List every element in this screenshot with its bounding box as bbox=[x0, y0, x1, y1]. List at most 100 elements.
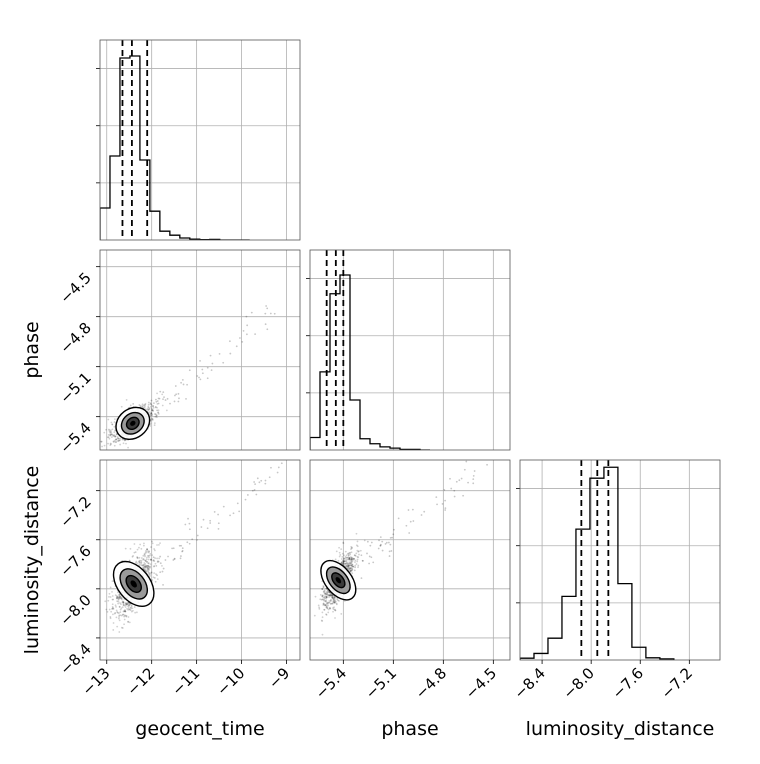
contour-phase-vs-luminosity_distance-sample bbox=[343, 560, 346, 563]
contour-geocent_time-vs-luminosity_distance-sample bbox=[138, 546, 140, 549]
contour-geocent_time-vs-phase-sample bbox=[113, 439, 116, 442]
contour-phase-vs-luminosity_distance-sample bbox=[324, 603, 327, 606]
contour-phase-vs-luminosity_distance-sample bbox=[332, 610, 334, 613]
contour-phase-vs-luminosity_distance-sample bbox=[345, 564, 347, 567]
contour-phase-vs-luminosity_distance-sample bbox=[331, 595, 334, 598]
contour-phase-vs-luminosity_distance-sample bbox=[334, 601, 336, 604]
contour-geocent_time-vs-luminosity_distance-sample bbox=[136, 557, 139, 559]
contour-geocent_time-vs-luminosity_distance-sample bbox=[150, 559, 152, 561]
contour-phase-vs-luminosity_distance-sample bbox=[349, 569, 352, 572]
contour-geocent_time-vs-luminosity_distance-sample bbox=[154, 562, 157, 565]
contour-geocent_time-vs-phase-sample bbox=[157, 411, 160, 414]
contour-geocent_time-vs-luminosity_distance-tail-sample bbox=[209, 522, 212, 524]
contour-geocent_time-vs-phase-sample bbox=[157, 413, 160, 415]
contour-phase-vs-luminosity_distance-sample bbox=[349, 562, 352, 564]
contour-geocent_time-vs-luminosity_distance-tail-sample bbox=[155, 564, 158, 567]
contour-geocent_time-vs-luminosity_distance-tail-sample bbox=[260, 479, 263, 482]
hist-phase-step-line bbox=[310, 274, 430, 450]
contour-geocent_time-vs-luminosity_distance-tail-sample bbox=[184, 523, 187, 526]
contour-phase-vs-luminosity_distance-sample bbox=[341, 552, 344, 555]
contour-geocent_time-vs-luminosity_distance-sample bbox=[122, 601, 125, 604]
contour-geocent_time-vs-luminosity_distance-sample bbox=[122, 600, 124, 603]
contour-phase-vs-luminosity_distance-sample bbox=[325, 591, 328, 593]
hist-phase-group bbox=[310, 250, 430, 450]
contour-geocent_time-vs-luminosity_distance-sample bbox=[117, 612, 120, 615]
contour-phase-vs-luminosity_distance-sample bbox=[349, 562, 352, 565]
contour-geocent_time-vs-luminosity_distance-sample bbox=[147, 551, 150, 554]
contour-phase-vs-luminosity_distance-sample bbox=[329, 593, 332, 596]
contour-geocent_time-vs-phase-sample bbox=[127, 446, 129, 449]
contour-phase-vs-luminosity_distance-sample bbox=[340, 548, 343, 550]
contour-phase-vs-luminosity_distance-sample bbox=[337, 559, 340, 562]
contour-phase-vs-luminosity_distance-sample bbox=[321, 633, 324, 636]
contour-phase-vs-luminosity_distance-sample bbox=[318, 607, 321, 610]
contour-phase-vs-luminosity_distance-sample bbox=[329, 593, 332, 596]
contour-geocent_time-vs-luminosity_distance-sample bbox=[124, 610, 127, 613]
contour-phase-vs-luminosity_distance-sample bbox=[317, 604, 320, 607]
contour-geocent_time-vs-phase-tail-sample bbox=[151, 418, 154, 420]
xtick-label-phase-0: −5.4 bbox=[312, 664, 350, 702]
contour-phase-vs-luminosity_distance-sample bbox=[333, 596, 336, 599]
contour-geocent_time-vs-phase-tail-sample bbox=[229, 352, 232, 355]
contour-geocent_time-vs-luminosity_distance-sample bbox=[121, 613, 124, 616]
contour-geocent_time-vs-luminosity_distance-sample bbox=[125, 615, 128, 618]
contour-phase-vs-luminosity_distance-tail-sample bbox=[360, 554, 363, 557]
contour-geocent_time-vs-luminosity_distance-sample bbox=[125, 602, 128, 605]
contour-phase-vs-luminosity_distance-sample bbox=[348, 558, 351, 561]
contour-geocent_time-vs-phase-tail-sample bbox=[188, 369, 191, 372]
contour-phase-vs-luminosity_distance-sample bbox=[351, 569, 353, 572]
contour-phase-vs-luminosity_distance-tail-sample bbox=[472, 475, 475, 477]
contour-phase-vs-luminosity_distance-tail-sample bbox=[453, 489, 456, 492]
contour-geocent_time-vs-luminosity_distance-tail-sample bbox=[217, 513, 220, 516]
contour-geocent_time-vs-phase-sample bbox=[110, 443, 112, 446]
ylabel-luminosity_distance: luminosity_distance bbox=[21, 466, 43, 655]
contour-phase-vs-luminosity_distance-sample bbox=[321, 588, 324, 591]
contour-geocent_time-vs-luminosity_distance-sample bbox=[128, 621, 131, 624]
contour-geocent_time-vs-phase-sample bbox=[147, 408, 150, 411]
contour-phase-vs-luminosity_distance-sample bbox=[350, 558, 353, 561]
contour-phase-vs-luminosity_distance-tail-sample bbox=[372, 561, 375, 564]
contour-geocent_time-vs-luminosity_distance-sample bbox=[142, 566, 144, 569]
contour-geocent_time-vs-luminosity_distance-sample bbox=[150, 571, 153, 574]
contour-phase-vs-luminosity_distance-sample bbox=[326, 602, 329, 605]
contour-geocent_time-vs-phase-sample bbox=[114, 435, 116, 438]
contour-phase-vs-luminosity_distance-tail-sample bbox=[412, 520, 415, 522]
contour-phase-vs-luminosity_distance-sample bbox=[333, 606, 335, 609]
contour-geocent_time-vs-luminosity_distance-sample bbox=[130, 607, 132, 609]
contour-geocent_time-vs-luminosity_distance-sample bbox=[108, 608, 111, 611]
contour-geocent_time-vs-luminosity_distance-tail-sample bbox=[264, 479, 267, 482]
contour-geocent_time-vs-phase-tail-sample bbox=[210, 369, 213, 372]
contour-phase-vs-luminosity_distance-sample bbox=[344, 560, 347, 562]
contour-geocent_time-vs-luminosity_distance-sample bbox=[148, 566, 150, 568]
contour-phase-vs-luminosity_distance-sample bbox=[343, 560, 345, 563]
contour-phase-vs-luminosity_distance-sample bbox=[323, 596, 326, 599]
contour-phase-vs-luminosity_distance-sample bbox=[345, 558, 348, 561]
contour-geocent_time-vs-phase-sample bbox=[150, 407, 153, 410]
contour-geocent_time-vs-luminosity_distance-sample bbox=[146, 556, 148, 559]
contour-geocent_time-vs-phase-sample bbox=[156, 403, 159, 405]
contour-phase-vs-luminosity_distance-sample bbox=[321, 595, 324, 598]
contour-geocent_time-vs-luminosity_distance-sample bbox=[127, 620, 130, 623]
contour-phase-vs-luminosity_distance-sample bbox=[354, 555, 357, 557]
contour-geocent_time-vs-phase-sample bbox=[117, 440, 119, 442]
contour-geocent_time-vs-luminosity_distance-tail-sample bbox=[236, 502, 239, 505]
contour-phase-vs-luminosity_distance-sample bbox=[330, 602, 332, 605]
contour-phase-vs-luminosity_distance-sample bbox=[343, 560, 346, 563]
contour-phase-vs-luminosity_distance-sample bbox=[347, 565, 350, 567]
contour-geocent_time-vs-phase-sample bbox=[113, 425, 116, 428]
hist-geocent_time-background bbox=[100, 40, 300, 240]
contour-phase-vs-luminosity_distance-sample bbox=[340, 558, 343, 560]
contour-geocent_time-vs-luminosity_distance-sample bbox=[148, 551, 151, 553]
contour-phase-vs-luminosity_distance-sample bbox=[327, 590, 330, 593]
contour-phase-vs-luminosity_distance-tail-sample bbox=[411, 508, 414, 511]
contour-phase-vs-luminosity_distance-sample bbox=[325, 592, 327, 595]
contour-phase-vs-luminosity_distance-sample bbox=[325, 600, 327, 603]
contour-phase-vs-luminosity_distance-sample bbox=[321, 616, 324, 619]
contour-phase-vs-luminosity_distance-sample bbox=[351, 572, 354, 575]
contour-geocent_time-vs-luminosity_distance-sample bbox=[113, 612, 116, 615]
contour-geocent_time-vs-luminosity_distance-sample bbox=[139, 561, 141, 564]
contour-geocent_time-vs-luminosity_distance-sample bbox=[111, 605, 114, 608]
contour-geocent_time-vs-luminosity_distance-sample bbox=[128, 608, 131, 611]
contour-geocent_time-vs-luminosity_distance-tail-sample bbox=[156, 561, 159, 563]
